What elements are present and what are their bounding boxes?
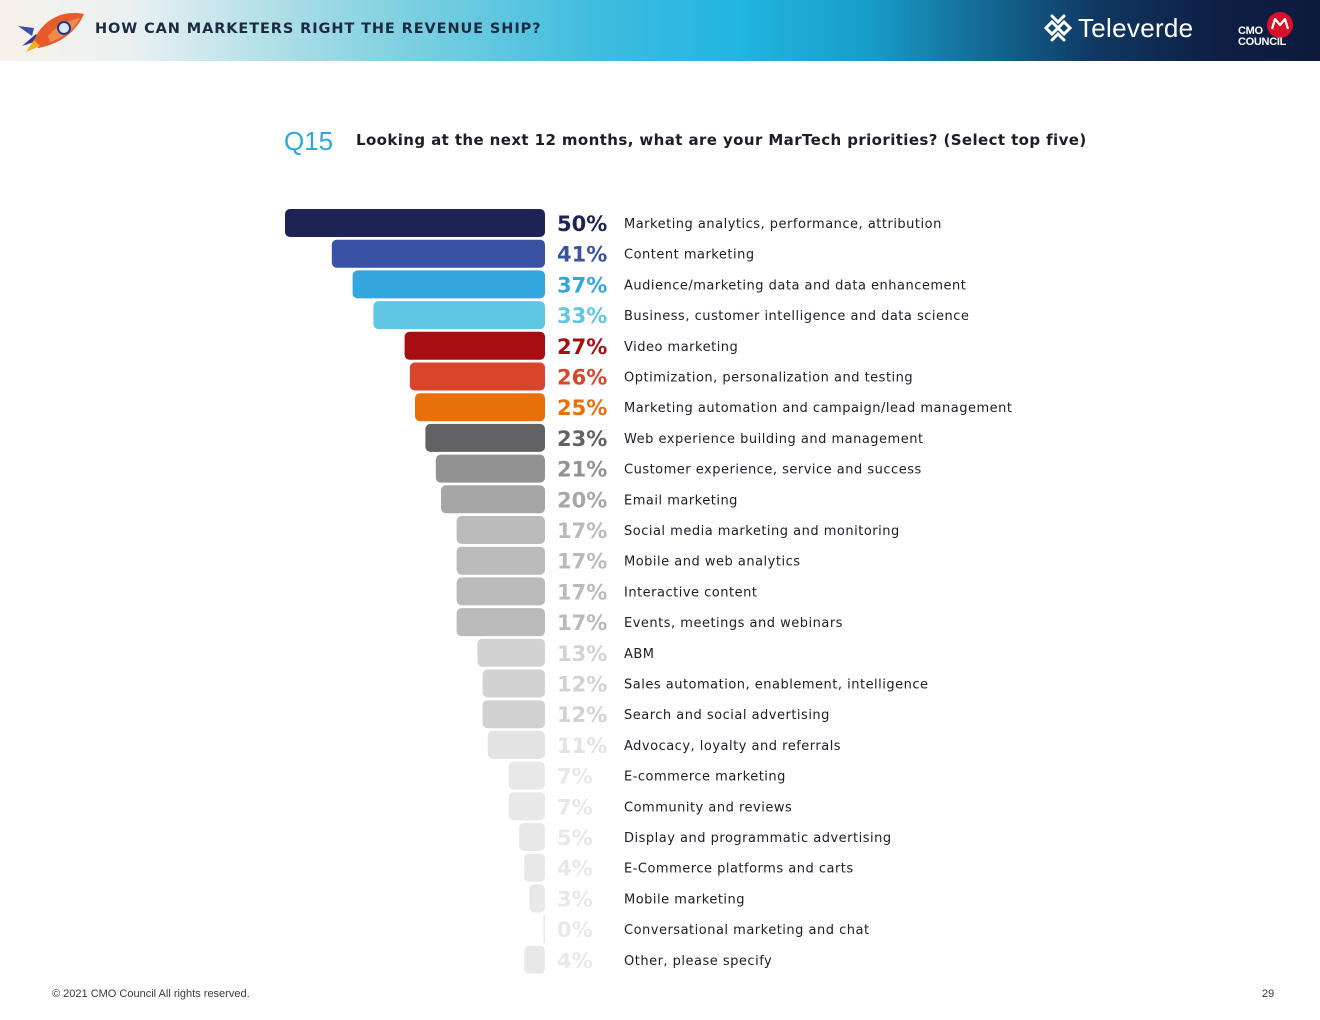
bar xyxy=(409,362,545,391)
value-label: 17% xyxy=(557,611,607,635)
value-label: 26% xyxy=(557,366,607,390)
bar xyxy=(543,915,545,944)
question-number: Q15 xyxy=(284,126,334,156)
category-label: Other, please specify xyxy=(624,954,772,969)
bar xyxy=(524,853,545,882)
bar xyxy=(508,792,545,821)
bar xyxy=(456,546,545,575)
category-label: Video marketing xyxy=(624,340,738,355)
bar xyxy=(285,209,545,237)
category-label: Email marketing xyxy=(624,493,738,508)
category-label: Marketing analytics, performance, attrib… xyxy=(624,217,942,232)
value-label: 21% xyxy=(557,458,607,482)
category-label: E-commerce marketing xyxy=(624,770,786,785)
cmo-council-logo: CMO COUNCIL xyxy=(1236,10,1298,52)
bar xyxy=(456,608,545,637)
category-label: Mobile and web analytics xyxy=(624,555,801,570)
value-label: 50% xyxy=(557,212,607,236)
televerde-mark-icon xyxy=(1043,14,1073,42)
bar xyxy=(435,454,545,483)
value-label: 4% xyxy=(557,949,593,973)
value-label: 3% xyxy=(557,887,593,911)
value-label: 41% xyxy=(557,243,607,267)
page-number: 29 xyxy=(1262,988,1275,1000)
televerde-name: Televerde xyxy=(1078,12,1194,43)
value-label: 25% xyxy=(557,396,607,420)
cmo-council-badge-icon xyxy=(1267,12,1293,38)
value-label: 20% xyxy=(557,488,607,512)
category-label: Advocacy, loyalty and referrals xyxy=(624,739,841,754)
footer-copyright: © 2021 CMO Council All rights reserved. xyxy=(52,988,250,1000)
cmo-council-wordmark: CMO COUNCIL xyxy=(1238,26,1286,48)
category-label: Community and reviews xyxy=(624,800,792,815)
bar xyxy=(519,823,545,851)
bar xyxy=(441,485,545,514)
value-label: 7% xyxy=(557,795,593,819)
bar xyxy=(404,331,545,360)
category-label: Search and social advertising xyxy=(624,708,830,723)
category-label: Optimization, personalization and testin… xyxy=(624,371,913,386)
category-label: Conversational marketing and chat xyxy=(624,923,870,938)
category-label: Mobile marketing xyxy=(624,892,745,907)
cmo-council-line2: COUNCIL xyxy=(1238,36,1287,48)
category-label: Customer experience, service and success xyxy=(624,463,922,478)
value-label: 12% xyxy=(557,703,607,727)
value-label: 17% xyxy=(557,580,607,604)
bar xyxy=(456,516,545,544)
value-label: 33% xyxy=(557,304,607,328)
bar xyxy=(524,945,545,974)
category-label: Display and programmatic advertising xyxy=(624,831,892,846)
category-label: Business, customer intelligence and data… xyxy=(624,309,969,324)
bar xyxy=(352,270,545,299)
value-label: 11% xyxy=(557,734,607,758)
category-label: Audience/marketing data and data enhance… xyxy=(624,278,966,293)
value-label: 37% xyxy=(557,273,607,297)
category-label: Content marketing xyxy=(624,248,755,263)
bar xyxy=(331,239,545,268)
rocket-icon xyxy=(18,13,84,52)
category-label: Sales automation, enablement, intelligen… xyxy=(624,678,929,693)
bar xyxy=(482,669,545,698)
category-label: ABM xyxy=(624,647,655,662)
bar xyxy=(415,393,545,422)
bar xyxy=(477,638,545,667)
bar xyxy=(456,577,545,606)
value-label: 13% xyxy=(557,642,607,666)
cmo-council-line1: CMO xyxy=(1238,25,1263,37)
category-label: Social media marketing and monitoring xyxy=(624,524,900,539)
value-label: 0% xyxy=(557,918,593,942)
category-label: Web experience building and management xyxy=(624,432,924,447)
value-label: 7% xyxy=(557,765,593,789)
bar xyxy=(529,884,545,913)
header-title: HOW CAN MARKETERS RIGHT THE REVENUE SHIP… xyxy=(95,21,542,37)
bar xyxy=(373,301,545,330)
question-text: Looking at the next 12 months, what are … xyxy=(356,131,1087,149)
category-label: Interactive content xyxy=(624,585,757,600)
category-label: Events, meetings and webinars xyxy=(624,616,843,631)
bar xyxy=(482,700,545,729)
value-label: 17% xyxy=(557,550,607,574)
value-label: 4% xyxy=(557,857,593,881)
bar xyxy=(425,423,545,452)
value-label: 27% xyxy=(557,335,607,359)
value-label: 5% xyxy=(557,826,593,850)
value-label: 23% xyxy=(557,427,607,451)
header-banner: HOW CAN MARKETERS RIGHT THE REVENUE SHIP… xyxy=(0,0,1320,61)
bar xyxy=(508,761,545,790)
value-label: 12% xyxy=(557,673,607,697)
category-label: Marketing automation and campaign/lead m… xyxy=(624,401,1012,416)
televerde-logo: Televerde xyxy=(1042,12,1193,44)
value-label: 17% xyxy=(557,519,607,543)
category-label: E-Commerce platforms and carts xyxy=(624,862,854,877)
bar xyxy=(487,730,545,759)
